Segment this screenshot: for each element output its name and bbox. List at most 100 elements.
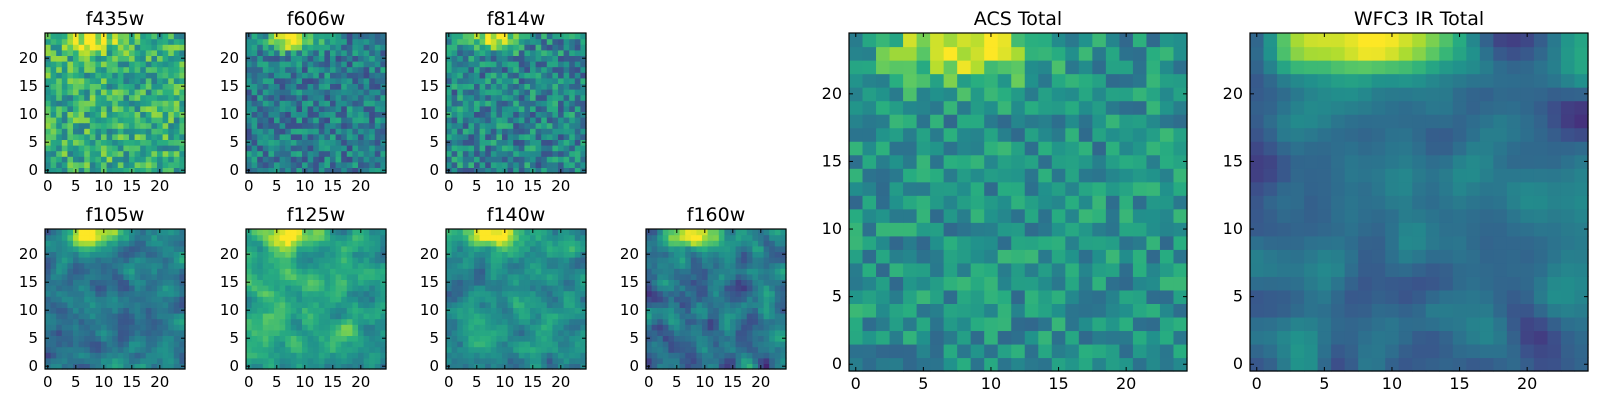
heatmap-cell [707, 229, 714, 236]
heatmap-cell [574, 290, 581, 297]
heatmap-cell [451, 268, 458, 275]
heatmap-cell [518, 268, 525, 275]
heatmap-cell [451, 352, 458, 359]
heatmap-cell [335, 318, 342, 325]
heatmap-cell [151, 290, 158, 297]
heatmap-cell [246, 268, 253, 275]
heatmap-cell [251, 285, 258, 292]
heatmap-cell [268, 279, 275, 286]
heatmap-cell [56, 72, 63, 79]
heatmap-cell [374, 83, 381, 90]
heatmap-cell [358, 318, 365, 325]
heatmap-cell [123, 240, 130, 247]
heatmap-cell [358, 145, 365, 152]
heatmap-cell [446, 117, 453, 124]
heatmap-cell [1132, 303, 1148, 318]
heatmap-cell [117, 257, 124, 264]
heatmap-cell [95, 122, 102, 129]
heatmap-cell [162, 117, 169, 124]
heatmap-cell [369, 313, 376, 320]
heatmap-cell [157, 352, 164, 359]
heatmap-cell [106, 229, 113, 236]
heatmap-cell [89, 290, 96, 297]
heatmap-cell [268, 72, 275, 79]
heatmap-cell [674, 324, 681, 331]
heatmap-cell [302, 324, 309, 331]
heatmap-cell [774, 335, 781, 342]
heatmap-cell [117, 117, 124, 124]
heatmap-cell [580, 296, 587, 303]
heatmap-cell [970, 235, 985, 250]
heatmap-cell [502, 161, 509, 168]
heatmap-cell [374, 72, 381, 79]
heatmap-cell [151, 262, 158, 269]
heatmap-cell [679, 285, 686, 292]
heatmap-cell [50, 229, 57, 236]
heatmap-cell [358, 307, 365, 314]
heatmap-cell [1159, 195, 1175, 210]
heatmap-cell [257, 66, 264, 73]
heatmap-cell [752, 257, 759, 264]
heatmap-cell [140, 161, 147, 168]
heatmap-cell [313, 257, 320, 264]
heatmap-cell [369, 66, 376, 73]
heatmap-cell [341, 268, 348, 275]
heatmap-cell [763, 352, 770, 359]
heatmap-cell [474, 352, 481, 359]
heatmap-cell [752, 240, 759, 247]
heatmap-cell [112, 100, 119, 107]
heatmap-cell [507, 268, 514, 275]
heatmap-cell [179, 150, 186, 157]
heatmap-cell [702, 324, 709, 331]
heatmap-cell [324, 133, 331, 140]
heatmap-cell [563, 313, 570, 320]
heatmap-cell [758, 352, 765, 359]
heatmap-cell [546, 89, 553, 96]
heatmap-cell [95, 33, 102, 40]
heatmap-cell [106, 329, 113, 336]
heatmap-cell [246, 72, 253, 79]
heatmap-cell [889, 316, 904, 332]
heatmap-cell [341, 273, 348, 280]
heatmap-cell [290, 268, 297, 275]
heatmap-cell [330, 100, 337, 107]
heatmap-cell [313, 240, 320, 247]
heatmap-cell [696, 229, 703, 236]
heatmap-cell [1078, 222, 1093, 237]
heatmap-cell [335, 341, 342, 348]
heatmap-cell [457, 128, 464, 135]
heatmap-cell [774, 251, 781, 258]
heatmap-cell [763, 279, 770, 286]
heatmap-cell [451, 290, 458, 297]
heatmap-cell [479, 296, 486, 303]
heatmap-cell [352, 329, 359, 336]
heatmap-cell [50, 61, 57, 68]
heatmap-cell [262, 66, 269, 73]
heatmap-cell [735, 279, 742, 286]
heatmap-cell [358, 290, 365, 297]
heatmap-cell [173, 94, 180, 101]
heatmap-cell [157, 61, 164, 68]
heatmap-cell [774, 285, 781, 292]
heatmap-cell [330, 128, 337, 135]
heatmap-cell [302, 145, 309, 152]
heatmap-cell [718, 313, 725, 320]
heatmap-cell [73, 301, 80, 308]
heatmap-cell [369, 167, 376, 174]
heatmap-cell [552, 307, 559, 314]
heatmap-cell [56, 150, 63, 157]
heatmap-cell [446, 329, 453, 336]
heatmap-cell [541, 273, 548, 280]
heatmap-cell [324, 229, 331, 236]
heatmap-cell [997, 181, 1012, 196]
heatmap-cell [1146, 276, 1161, 291]
heatmap-cell [251, 245, 258, 252]
heatmap-cell [997, 154, 1012, 169]
heatmap-cell [145, 89, 152, 96]
heatmap-cell [151, 66, 158, 73]
heatmap-cell [151, 335, 158, 342]
heatmap-cell [246, 89, 253, 96]
heatmap-cell [95, 279, 102, 286]
heatmap-cell [679, 346, 686, 353]
heatmap-cell [1051, 357, 1066, 372]
